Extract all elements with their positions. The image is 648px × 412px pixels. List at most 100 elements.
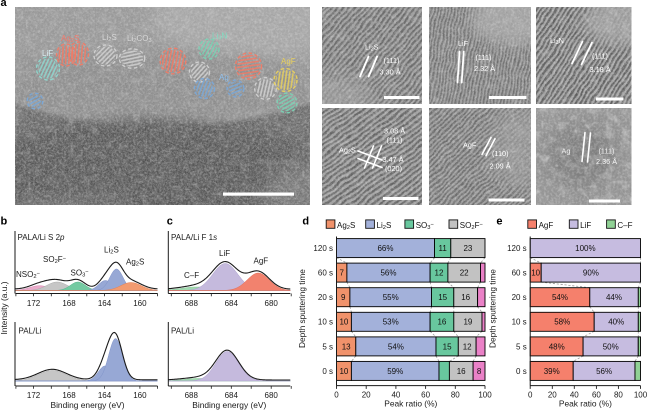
svg-text:3.08 Å: 3.08 Å (384, 127, 405, 136)
svg-text:40: 40 (570, 390, 579, 399)
svg-text:5 s: 5 s (516, 342, 527, 351)
svg-text:AgF: AgF (463, 141, 477, 150)
svg-text:9: 9 (341, 293, 346, 302)
svg-text:20: 20 (548, 390, 557, 399)
svg-text:(111): (111) (384, 56, 400, 65)
svg-text:PAL/Li: PAL/Li (19, 326, 42, 335)
svg-text:80: 80 (614, 390, 623, 399)
svg-text:(111): (111) (592, 52, 608, 61)
svg-text:(111): (111) (599, 147, 615, 156)
svg-text:172: 172 (27, 299, 41, 308)
svg-text:16: 16 (437, 318, 446, 327)
svg-text:8: 8 (477, 367, 482, 376)
svg-text:c: c (167, 216, 173, 228)
svg-text:Ag2S: Ag2S (337, 221, 355, 231)
svg-text:Li3N: Li3N (212, 32, 227, 42)
svg-text:56%: 56% (380, 269, 396, 278)
svg-text:Depth sputtering time: Depth sputtering time (297, 269, 307, 348)
svg-text:Ag2S: Ag2S (61, 34, 79, 44)
svg-text:SO2F−: SO2F− (460, 221, 484, 231)
svg-text:3.18 Å: 3.18 Å (590, 65, 611, 74)
svg-text:Ag2S: Ag2S (339, 146, 356, 156)
svg-text:(020): (020) (385, 164, 402, 173)
svg-text:Li2S: Li2S (365, 43, 379, 53)
svg-text:NSO2−: NSO2− (16, 270, 41, 280)
svg-text:20: 20 (362, 390, 371, 399)
svg-text:Depth sputtering time: Depth sputtering time (488, 269, 498, 348)
svg-text:20 s: 20 s (318, 293, 333, 302)
svg-text:3.47 Å: 3.47 Å (383, 155, 404, 164)
svg-text:58%: 58% (554, 318, 570, 327)
svg-text:e: e (496, 216, 502, 228)
svg-text:0: 0 (334, 390, 339, 399)
svg-text:40: 40 (391, 390, 400, 399)
svg-text:PALA/Li S 2p: PALA/Li S 2p (18, 233, 66, 242)
svg-text:53%: 53% (383, 318, 399, 327)
svg-text:168: 168 (62, 391, 76, 400)
svg-text:Peak ratio (%): Peak ratio (%) (384, 399, 437, 409)
svg-text:680: 680 (265, 391, 279, 400)
svg-text:2.09 Å: 2.09 Å (490, 162, 511, 171)
svg-text:Ag: Ag (562, 147, 571, 156)
svg-text:Li2S: Li2S (377, 221, 392, 231)
svg-text:3.30 Å: 3.30 Å (380, 68, 401, 77)
svg-text:Binding energy (eV): Binding energy (eV) (192, 400, 266, 410)
svg-text:10: 10 (339, 367, 348, 376)
svg-text:Li2S: Li2S (104, 246, 119, 256)
svg-text:39%: 39% (544, 367, 560, 376)
svg-text:11: 11 (439, 244, 448, 253)
svg-text:LiF: LiF (458, 39, 469, 48)
svg-text:23: 23 (463, 244, 472, 253)
svg-text:PAL/Li: PAL/Li (171, 326, 194, 335)
svg-text:59%: 59% (387, 367, 403, 376)
svg-text:120 s: 120 s (507, 244, 527, 253)
svg-text:680: 680 (265, 299, 279, 308)
svg-text:164: 164 (98, 299, 112, 308)
svg-text:0 s: 0 s (516, 367, 527, 376)
svg-text:C–F: C–F (617, 221, 632, 230)
svg-text:164: 164 (98, 391, 112, 400)
svg-text:d: d (302, 216, 309, 228)
svg-text:12: 12 (435, 269, 444, 278)
svg-text:684: 684 (225, 299, 239, 308)
svg-text:56%: 56% (596, 367, 612, 376)
svg-text:SO3−: SO3− (416, 221, 435, 231)
svg-text:55%: 55% (383, 293, 399, 302)
svg-text:2.36 Å: 2.36 Å (596, 157, 617, 166)
svg-text:(111): (111) (387, 136, 403, 145)
svg-text:40%: 40% (608, 318, 624, 327)
svg-text:160: 160 (133, 391, 147, 400)
svg-text:60: 60 (421, 390, 430, 399)
svg-text:7: 7 (339, 269, 344, 278)
svg-text:10: 10 (531, 269, 540, 278)
svg-text:LiF: LiF (219, 249, 230, 258)
svg-text:60: 60 (592, 390, 601, 399)
svg-text:50%: 50% (603, 342, 619, 351)
svg-text:2.32 Å: 2.32 Å (474, 64, 495, 73)
svg-text:b: b (1, 216, 8, 228)
svg-text:Peak ratio (%): Peak ratio (%) (559, 399, 612, 409)
svg-text:19: 19 (463, 318, 472, 327)
svg-text:(110): (110) (492, 149, 509, 158)
svg-text:13: 13 (342, 342, 351, 351)
svg-text:0 s: 0 s (322, 367, 333, 376)
svg-text:a: a (1, 0, 8, 9)
svg-text:80: 80 (451, 390, 460, 399)
svg-text:Li2S: Li2S (102, 33, 117, 43)
svg-text:AgF: AgF (254, 257, 269, 266)
svg-text:15: 15 (438, 293, 447, 302)
svg-text:22: 22 (460, 269, 469, 278)
svg-text:54%: 54% (552, 293, 568, 302)
svg-text:120 s: 120 s (313, 244, 333, 253)
svg-text:AgF: AgF (539, 221, 554, 230)
svg-text:10 s: 10 s (512, 318, 527, 327)
svg-text:168: 168 (62, 299, 76, 308)
svg-text:684: 684 (225, 391, 239, 400)
svg-text:Li3N: Li3N (550, 36, 564, 46)
svg-text:LiF: LiF (580, 221, 591, 230)
svg-text:16: 16 (457, 367, 466, 376)
svg-text:160: 160 (133, 299, 147, 308)
svg-text:Ag: Ag (219, 73, 229, 82)
svg-text:AgF: AgF (281, 57, 296, 66)
svg-text:(111): (111) (476, 53, 492, 62)
